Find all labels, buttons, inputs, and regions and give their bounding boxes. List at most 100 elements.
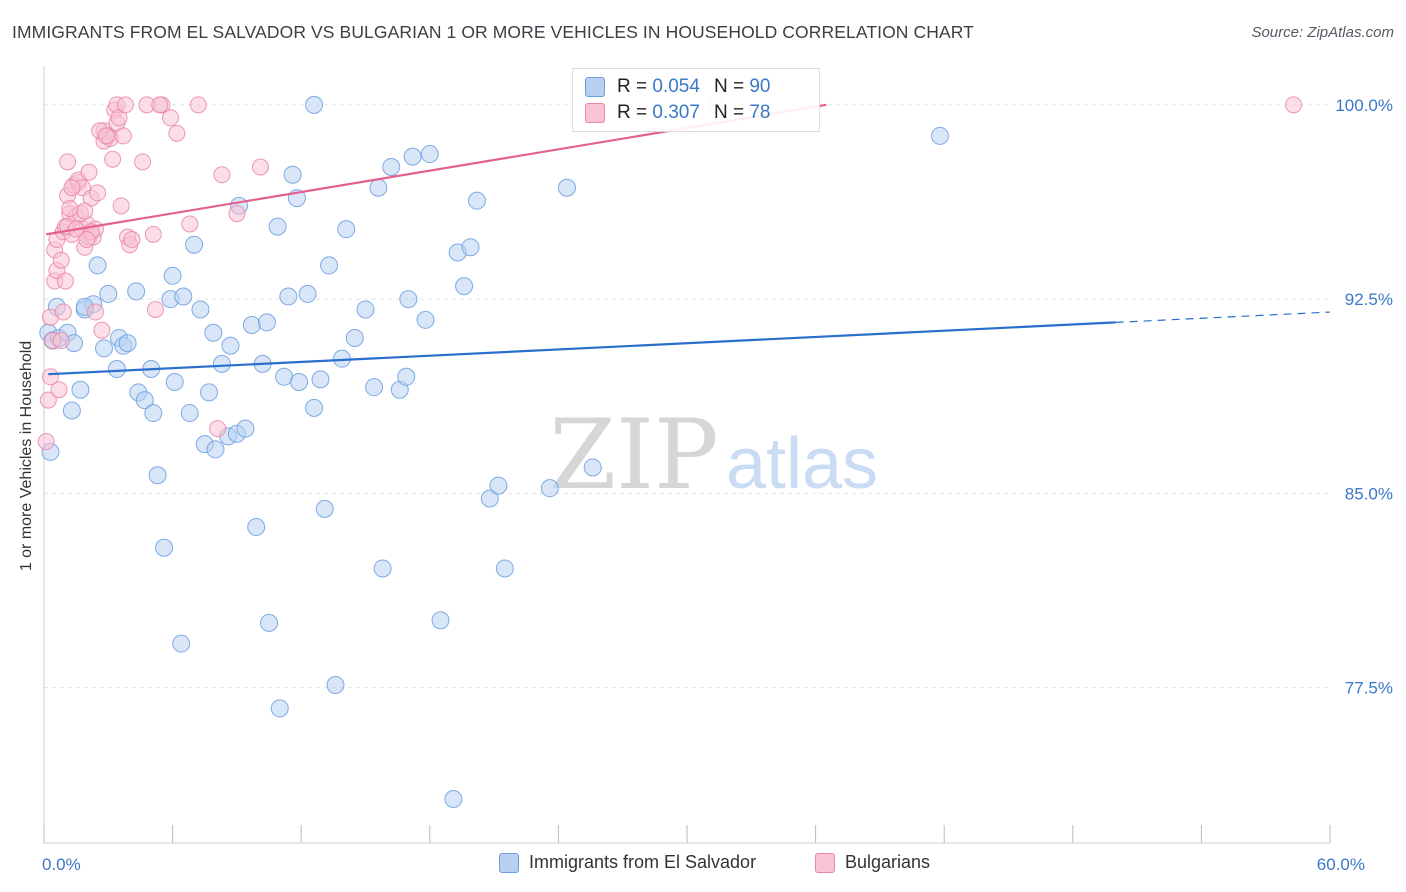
data-point [270, 699, 289, 718]
legend-r-label: R = [617, 76, 648, 97]
data-point [107, 360, 126, 379]
data-point [268, 217, 287, 236]
data-point [495, 559, 514, 578]
data-point [382, 158, 401, 177]
y-tick-label: 85.0% [1345, 484, 1393, 503]
data-point [283, 165, 302, 184]
data-point [59, 153, 77, 171]
data-point [174, 287, 193, 306]
data-point [369, 178, 388, 197]
data-point [114, 127, 132, 145]
data-point [155, 538, 174, 557]
y-tick-label: 100.0% [1335, 96, 1393, 115]
data-point [444, 789, 463, 808]
data-point [112, 197, 130, 215]
legend-item-bulgarians[interactable]: Bulgarians [815, 852, 930, 873]
data-point [93, 321, 111, 339]
data-point [260, 613, 279, 632]
legend-n-value: 90 [749, 76, 771, 97]
data-point [403, 147, 422, 166]
data-point [116, 96, 134, 114]
data-point [305, 95, 324, 114]
data-point [583, 458, 602, 477]
y-tick-label: 77.5% [1345, 679, 1393, 698]
data-point [62, 401, 81, 420]
data-point [212, 354, 231, 373]
data-point [97, 127, 115, 145]
legend-n-label: N = [713, 102, 745, 123]
data-point [204, 323, 223, 342]
data-point [76, 202, 94, 220]
data-point [135, 391, 154, 410]
data-point [326, 676, 345, 695]
chart-title: IMMIGRANTS FROM EL SALVADOR VS BULGARIAN… [12, 22, 974, 42]
watermark: ZIP atlas [549, 399, 878, 511]
pink-swatch-icon [815, 852, 835, 873]
data-point [930, 126, 949, 145]
data-point [134, 153, 152, 171]
data-point [275, 367, 294, 386]
data-point [337, 220, 356, 239]
data-point [397, 367, 416, 386]
data-point [41, 368, 59, 386]
data-point [50, 381, 68, 399]
data-point [489, 476, 508, 495]
data-point [480, 489, 499, 508]
data-point [345, 328, 364, 347]
legend-r-label: R = [617, 102, 648, 123]
data-point [461, 238, 480, 257]
data-point [540, 479, 559, 498]
data-point [56, 272, 74, 290]
data-point [206, 440, 225, 459]
data-point [290, 372, 309, 391]
legend-item-el-salvador[interactable]: Immigrants from El Salvador [499, 852, 756, 873]
data-point [37, 433, 55, 451]
watermark-atlas: atlas [726, 424, 878, 504]
data-point [168, 124, 186, 142]
data-point [228, 205, 246, 223]
y-tick-label: 92.5% [1345, 290, 1393, 309]
trend-extension-blue [1115, 311, 1331, 324]
data-point [161, 109, 179, 127]
data-point [373, 559, 392, 578]
series-bulgarians [37, 96, 1303, 451]
data-point [104, 150, 122, 168]
legend-item-label: Bulgarians [845, 852, 931, 872]
blue-swatch-icon [499, 852, 519, 873]
x-tick-label: 0.0% [42, 855, 81, 874]
legend-item-label: Immigrants from El Salvador [529, 852, 757, 872]
data-point [118, 334, 137, 353]
legend-r-value: 0.054 [652, 76, 700, 97]
legend-r-value: 0.307 [652, 102, 700, 123]
legend-n-value: 78 [749, 102, 771, 123]
data-point [467, 191, 486, 210]
data-point [399, 290, 418, 309]
data-point [213, 166, 231, 184]
data-point [78, 231, 96, 249]
data-point [127, 282, 146, 301]
data-point [52, 332, 70, 350]
data-point [315, 499, 334, 518]
data-point [151, 96, 169, 114]
blue-swatch-icon [585, 77, 605, 97]
data-point [298, 284, 317, 303]
data-point [71, 380, 90, 399]
data-point [251, 158, 269, 176]
data-point [54, 303, 72, 321]
data-point [144, 225, 162, 243]
data-point [181, 215, 199, 233]
data-point [146, 300, 164, 318]
data-point [80, 163, 98, 181]
data-point [311, 370, 330, 389]
data-point [61, 199, 79, 217]
data-point [63, 179, 81, 197]
pink-swatch-icon [585, 103, 605, 123]
data-point [89, 184, 107, 202]
data-point [257, 313, 276, 332]
stats-legend: R = 0.054 N = 90 R = 0.307 N = 78 [572, 68, 820, 132]
data-point [320, 256, 339, 275]
data-point [180, 404, 199, 423]
data-point [189, 96, 207, 114]
data-point [365, 378, 384, 397]
